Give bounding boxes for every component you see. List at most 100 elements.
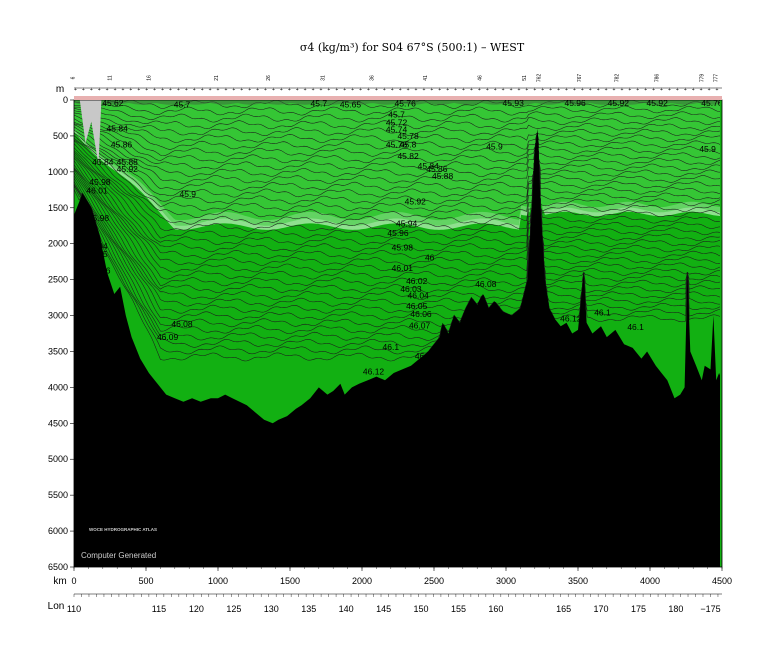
contour-label: 46.09 xyxy=(157,332,179,342)
contour-label: 46.1 xyxy=(627,322,644,332)
depth-tick-label: 3500 xyxy=(48,346,68,356)
contour-label: 45.9 xyxy=(486,142,503,152)
contour-label: 46.04 xyxy=(86,241,108,251)
station-marker: + xyxy=(478,87,481,93)
isopycnal-line xyxy=(74,104,722,116)
station-label: 26 xyxy=(266,75,272,81)
station-marker: + xyxy=(407,87,410,93)
isopycnal-line xyxy=(74,132,722,253)
station-label: 16 xyxy=(146,75,152,81)
station-marker: + xyxy=(296,87,299,93)
station-marker: + xyxy=(232,87,235,93)
computer-generated-label: Computer Generated xyxy=(81,551,156,560)
station-marker: + xyxy=(375,87,378,93)
station-marker: + xyxy=(327,87,330,93)
section-layers: 45.62 45.7 45.7 45.65 45.76 45.93 45.96 45.92 45… xyxy=(74,98,723,567)
station-marker: + xyxy=(549,87,552,93)
station-marker: + xyxy=(145,87,148,93)
contour-label: 45.84 xyxy=(92,157,114,167)
station-label: 777 xyxy=(714,74,720,83)
contour-label: 45.94 xyxy=(396,219,418,229)
lon-tick-label: 125 xyxy=(226,604,241,614)
station-marker: + xyxy=(121,87,124,93)
contour-label: 46.1 xyxy=(383,342,400,352)
station-marker: + xyxy=(367,87,370,93)
station-marker: + xyxy=(644,87,647,93)
contour-label: 45.92 xyxy=(117,164,139,174)
contour-label: 45.76 xyxy=(395,99,417,109)
station-marker: + xyxy=(565,87,568,93)
station-marker: + xyxy=(288,87,291,93)
contour-label: 46.08 xyxy=(475,279,497,289)
station-marker: + xyxy=(430,87,433,93)
lon-tick-label: 170 xyxy=(594,604,609,614)
depth-tick-label: 1000 xyxy=(48,167,68,177)
station-marker: + xyxy=(399,87,402,93)
contour-label: 45.76 xyxy=(701,98,723,108)
contour-label: 45.8 xyxy=(400,140,417,150)
contour-label: 46.06 xyxy=(410,309,432,319)
station-marker: + xyxy=(628,87,631,93)
isopycnal-line xyxy=(74,121,722,164)
contour-label: 45.7 xyxy=(388,109,405,119)
isopycnal-line xyxy=(74,132,722,198)
depth-tick-label: 6500 xyxy=(48,562,68,572)
contour-label: 45.82 xyxy=(397,151,419,161)
station-marker: + xyxy=(351,87,354,93)
depth-tick-label: 6000 xyxy=(48,526,68,536)
station-marker: + xyxy=(319,87,322,93)
contour-label: 45.7 xyxy=(311,99,328,109)
isopycnal-line xyxy=(74,100,722,109)
station-marker: + xyxy=(573,87,576,93)
axes: m050010001500200025003000350040004500500… xyxy=(48,74,732,614)
station-marker: + xyxy=(343,87,346,93)
depth-tick-label: 500 xyxy=(53,131,68,141)
lon-tick-label: 135 xyxy=(301,604,316,614)
chart-title: σ4 (kg/m³) for S04 67°S (500:1) – WEST xyxy=(300,41,525,54)
station-marker: + xyxy=(201,87,204,93)
contour-label: 45.72 xyxy=(386,117,408,127)
station-marker: + xyxy=(114,87,117,93)
station-marker: + xyxy=(224,87,227,93)
isopycnal-line xyxy=(74,132,722,246)
contour-label: 45.98 xyxy=(392,242,414,252)
station-marker: + xyxy=(454,87,457,93)
isopycnal-line xyxy=(74,129,722,191)
contour-label: 45.92 xyxy=(608,98,630,108)
station-marker: + xyxy=(82,87,85,93)
contour-label: 45.65 xyxy=(340,99,362,109)
station-label: 6 xyxy=(71,76,77,79)
isopycnal-line xyxy=(74,132,722,348)
station-marker: + xyxy=(438,87,441,93)
contour-label: 45.86 xyxy=(111,140,133,150)
seafloor xyxy=(74,128,722,567)
lon-tick-label: −175 xyxy=(700,604,720,614)
station-marker: + xyxy=(248,87,251,93)
station-marker: + xyxy=(446,87,449,93)
surface-layer xyxy=(74,100,722,105)
contour-label: 46.07 xyxy=(86,277,108,287)
depth-tick-label: 4500 xyxy=(48,418,68,428)
depth-tick-label: 2000 xyxy=(48,239,68,249)
isopycnal-line xyxy=(74,132,722,232)
station-marker: + xyxy=(312,87,315,93)
km-tick-label: 3500 xyxy=(568,576,588,586)
station-marker: + xyxy=(280,87,283,93)
lon-tick-label: 140 xyxy=(339,604,354,614)
station-marker: + xyxy=(209,87,212,93)
station-marker: + xyxy=(185,87,188,93)
station-marker: + xyxy=(391,87,394,93)
isopycnal-line xyxy=(74,110,722,136)
station-marker: + xyxy=(692,87,695,93)
station-marker: + xyxy=(533,87,536,93)
isopycnal-line xyxy=(74,108,722,130)
contour-label: 45.93 xyxy=(503,98,525,108)
lon-tick-label: 165 xyxy=(556,604,571,614)
contour-label: 46.11 xyxy=(91,322,112,332)
isopycnal-line xyxy=(74,126,722,184)
station-label: 767 xyxy=(577,74,583,83)
station-marker: + xyxy=(486,87,489,93)
contour-label: 45.96 xyxy=(387,228,409,238)
station-marker: + xyxy=(525,87,528,93)
contour-label: 46.1 xyxy=(594,308,611,318)
